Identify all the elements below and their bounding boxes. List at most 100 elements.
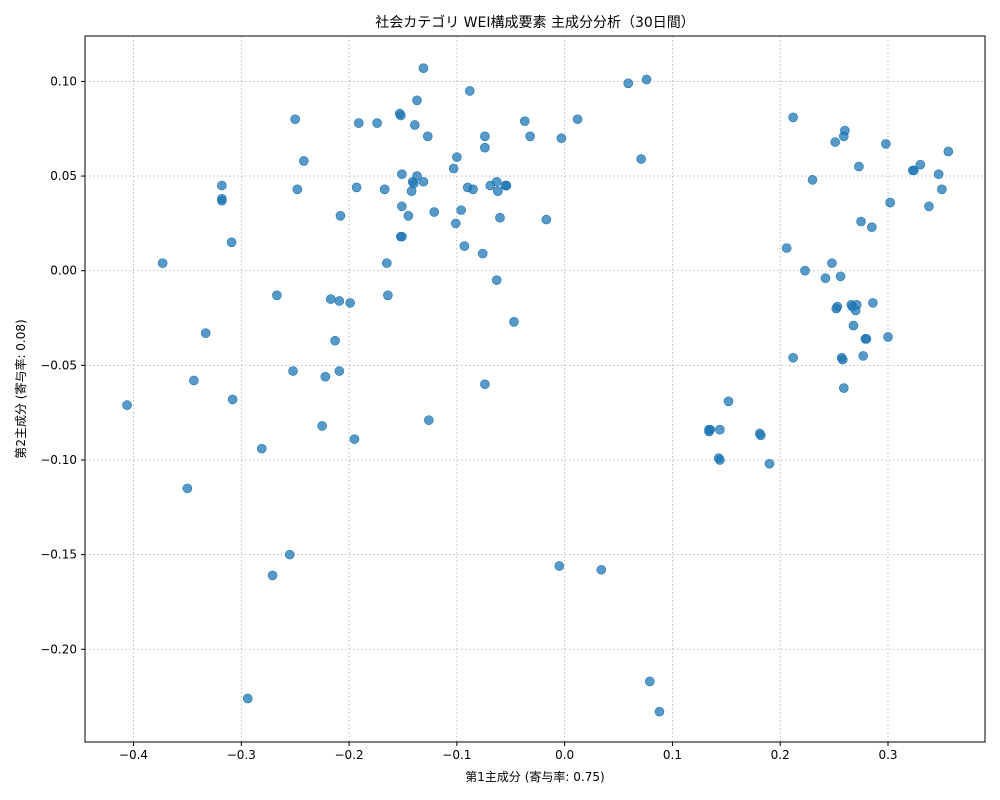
x-axis-label: 第1主成分 (寄与率: 0.75) bbox=[465, 769, 604, 784]
data-point bbox=[464, 86, 475, 96]
data-point bbox=[383, 290, 393, 301]
data-point bbox=[450, 218, 461, 229]
data-point bbox=[189, 375, 199, 386]
data-point bbox=[937, 184, 947, 195]
data-point bbox=[781, 243, 792, 253]
data-point bbox=[217, 180, 227, 191]
data-point bbox=[832, 301, 843, 312]
data-point bbox=[861, 334, 872, 344]
data-point bbox=[800, 265, 810, 276]
data-point bbox=[226, 237, 237, 248]
data-point bbox=[242, 693, 253, 704]
x-tick-label: 0.2 bbox=[771, 748, 790, 762]
x-tick-label: 0.3 bbox=[878, 748, 897, 762]
data-point bbox=[480, 131, 490, 142]
data-point bbox=[157, 258, 168, 268]
x-tick-label: −0.2 bbox=[335, 748, 364, 762]
data-point bbox=[764, 458, 775, 469]
data-point bbox=[858, 351, 869, 361]
y-tick-label: −0.10 bbox=[40, 453, 77, 467]
data-point bbox=[572, 114, 583, 125]
data-point bbox=[491, 176, 502, 187]
data-point bbox=[933, 169, 944, 179]
data-point bbox=[525, 131, 535, 142]
data-point bbox=[256, 443, 267, 454]
data-point bbox=[837, 354, 848, 365]
data-point bbox=[519, 116, 530, 126]
y-axis-label: 第2主成分 (寄与率: 0.08) bbox=[13, 319, 28, 458]
data-point bbox=[349, 434, 360, 444]
data-point bbox=[468, 184, 478, 195]
data-point bbox=[883, 332, 893, 342]
data-point bbox=[756, 430, 766, 441]
data-point bbox=[200, 328, 211, 338]
data-point bbox=[424, 415, 434, 426]
data-point bbox=[299, 156, 309, 166]
data-point bbox=[501, 180, 512, 191]
data-point bbox=[284, 549, 295, 560]
data-point bbox=[807, 175, 818, 185]
data-point bbox=[943, 146, 954, 157]
data-point bbox=[493, 186, 503, 197]
data-point bbox=[840, 125, 850, 136]
data-point bbox=[477, 248, 488, 259]
data-point bbox=[480, 142, 490, 153]
data-point bbox=[909, 165, 919, 176]
data-point bbox=[320, 371, 331, 382]
data-point bbox=[556, 133, 567, 144]
data-point bbox=[448, 163, 459, 174]
data-point bbox=[856, 216, 866, 227]
data-point bbox=[788, 112, 798, 123]
data-point bbox=[820, 273, 831, 284]
data-point bbox=[885, 197, 895, 208]
data-point bbox=[636, 154, 646, 164]
data-point bbox=[867, 222, 877, 232]
data-point bbox=[509, 317, 519, 327]
data-point bbox=[379, 184, 390, 195]
y-tick-label: −0.20 bbox=[40, 642, 77, 656]
y-tick-label: −0.15 bbox=[40, 548, 77, 562]
x-tick-label: 0.0 bbox=[555, 748, 574, 762]
data-point bbox=[397, 231, 407, 242]
data-point bbox=[456, 205, 466, 215]
data-point bbox=[495, 212, 505, 223]
data-point bbox=[868, 298, 878, 308]
y-tick-label: 0.10 bbox=[50, 74, 77, 88]
data-point bbox=[641, 74, 652, 85]
data-point bbox=[351, 182, 362, 193]
data-point bbox=[705, 424, 715, 435]
chart-title: 社会カテゴリ WEI構成要素 主成分分析（30日間） bbox=[375, 14, 695, 31]
data-point bbox=[412, 171, 422, 181]
data-point bbox=[182, 483, 193, 494]
data-points bbox=[122, 63, 954, 717]
data-point bbox=[623, 78, 634, 89]
data-point bbox=[418, 63, 429, 73]
x-tick-label: −0.3 bbox=[227, 748, 256, 762]
data-point bbox=[644, 676, 655, 687]
data-point bbox=[217, 195, 227, 206]
data-point bbox=[397, 201, 407, 212]
y-axis-ticks: −0.20 −0.15 −0.10 −0.05 0.00 0.05 0.10 bbox=[40, 74, 85, 656]
data-point bbox=[835, 271, 846, 282]
data-point bbox=[122, 400, 132, 410]
x-tick-label: −0.1 bbox=[442, 748, 471, 762]
data-point bbox=[412, 95, 422, 106]
data-point bbox=[429, 207, 440, 217]
data-point bbox=[403, 211, 414, 221]
y-tick-label: −0.05 bbox=[40, 358, 77, 372]
data-point bbox=[596, 564, 607, 575]
x-tick-label: 0.1 bbox=[663, 748, 682, 762]
data-point bbox=[715, 424, 725, 435]
data-point bbox=[335, 211, 346, 221]
data-point bbox=[881, 139, 891, 149]
data-point bbox=[418, 176, 429, 187]
y-tick-label: 0.00 bbox=[50, 264, 77, 278]
data-point bbox=[334, 366, 345, 376]
data-point bbox=[325, 294, 336, 304]
data-point bbox=[227, 394, 238, 405]
data-point bbox=[267, 570, 278, 581]
data-point bbox=[715, 455, 725, 465]
data-point bbox=[397, 169, 407, 179]
data-point bbox=[410, 120, 420, 130]
